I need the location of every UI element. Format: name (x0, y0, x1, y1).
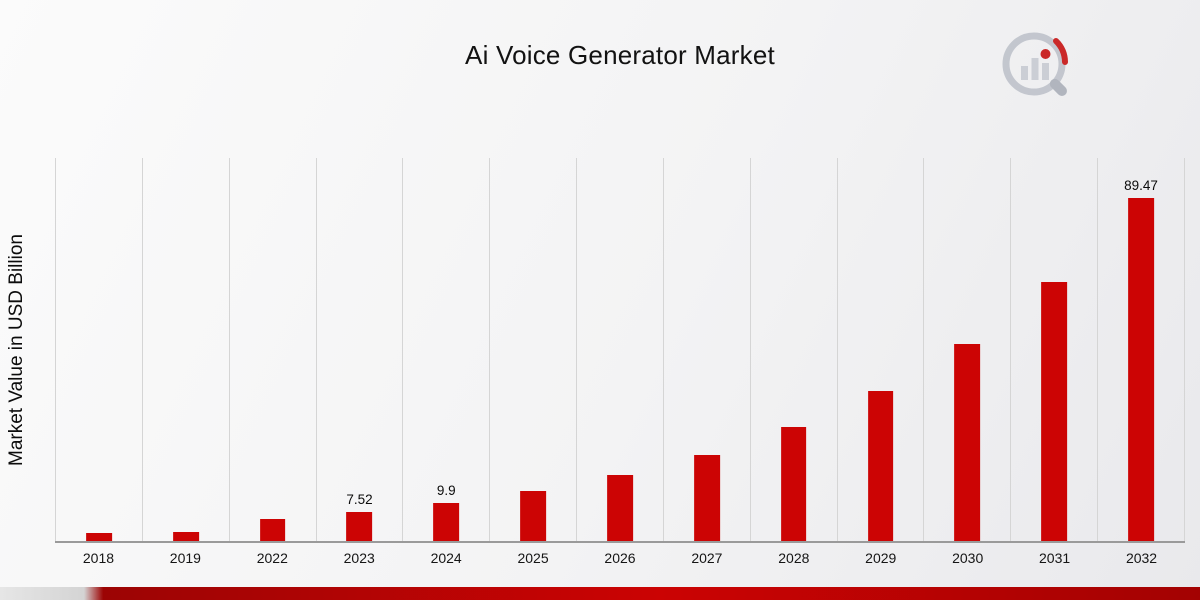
x-tick-label-2024: 2024 (430, 550, 462, 566)
bar-column-2019 (141, 158, 229, 541)
bar-2029 (867, 391, 894, 541)
x-tick-label-2026: 2026 (604, 550, 636, 566)
bar-column-2029 (836, 158, 924, 541)
x-tick-label-2025: 2025 (517, 550, 549, 566)
bar-2027 (693, 454, 720, 541)
bar-2023 (346, 512, 373, 541)
x-tick-label-2027: 2027 (691, 550, 723, 566)
magnifier-bar-chart-logo (1002, 32, 1068, 96)
bar-2025 (520, 491, 547, 541)
x-tick-label-2028: 2028 (778, 550, 810, 566)
bar-column-2023: 7.52 (315, 158, 403, 541)
x-tick-label-2023: 2023 (343, 550, 375, 566)
bar-value-label-2023: 7.52 (346, 492, 373, 508)
bar-2018 (86, 533, 112, 541)
bar-value-label-2024: 9.9 (436, 483, 456, 499)
x-tick-label-2022: 2022 (256, 550, 288, 566)
bar-column-2032: 89.47 (1097, 158, 1185, 541)
x-axis-labels: 2018 2019 2022 2023 2024 2025 2026 2027 2028 2029… (55, 550, 1185, 572)
x-tick-label-2031: 2031 (1039, 550, 1071, 566)
footer-accent-bar (0, 587, 1200, 600)
bar-column-2018 (55, 158, 142, 541)
bar-column-2022 (228, 158, 316, 541)
x-tick-label-2029: 2029 (865, 550, 897, 566)
bar-value-label-2032: 89.47 (1124, 178, 1158, 194)
bar-column-2026 (576, 158, 663, 541)
bar-2026 (607, 475, 633, 541)
bar-2019 (172, 531, 199, 541)
chart-title: Ai Voice Generator Market (465, 40, 775, 70)
bar-column-2025 (489, 158, 576, 541)
x-tick-label-2032: 2032 (1125, 550, 1158, 566)
x-tick-label-2019: 2019 (169, 550, 201, 566)
bar-column-2030 (923, 158, 1010, 541)
plot-area: 7.52 9.9 89.47 (55, 158, 1185, 543)
bar-column-2024: 9.9 (402, 158, 489, 541)
bar-2031 (1041, 281, 1068, 541)
x-tick-label-2030: 2030 (952, 550, 984, 566)
bar-2022 (259, 519, 286, 541)
x-tick-label-2018: 2018 (82, 550, 115, 566)
bar-column-2028 (749, 158, 837, 541)
bar-column-2031 (1010, 158, 1097, 541)
bar-2030 (954, 343, 981, 541)
bar-2024 (433, 503, 460, 541)
y-axis-title: Market Value in USD Billion (6, 234, 27, 467)
bar-column-2027 (662, 158, 750, 541)
bar-2028 (780, 427, 807, 541)
bar-2032 (1128, 198, 1154, 541)
